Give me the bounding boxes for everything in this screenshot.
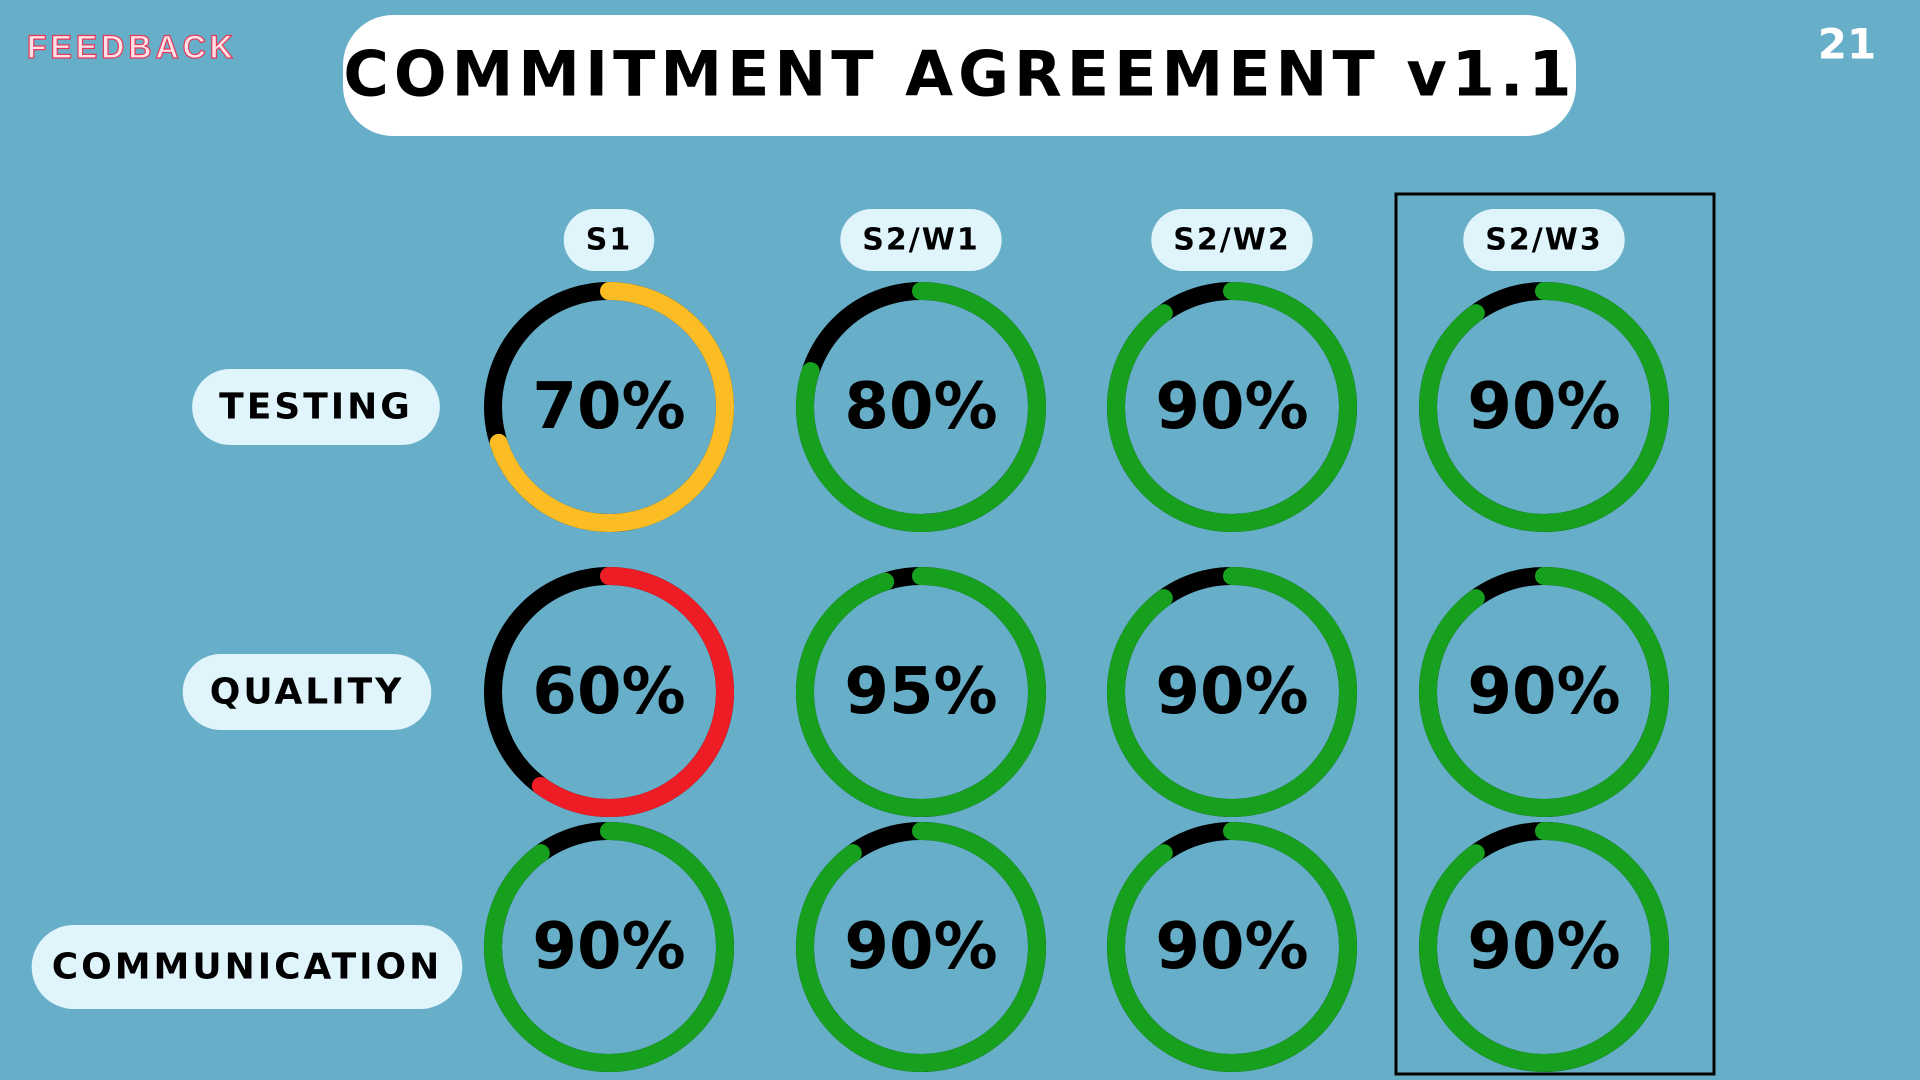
row-label-pill (182, 654, 432, 730)
column-label: S2/W2 (1173, 223, 1290, 258)
column-label-pill (840, 209, 1002, 271)
row-label: QUALITY (210, 672, 405, 713)
donut-arc (1419, 822, 1669, 1072)
title-box (343, 15, 1576, 136)
column-label: S2/W1 (862, 223, 979, 258)
row-label: TESTING (219, 387, 413, 428)
value-label: 90% (844, 910, 997, 984)
value-label: 90% (1155, 655, 1308, 729)
chart-title: COMMITMENT AGREEMENT v1.1 (343, 38, 1576, 111)
donut-arc (796, 567, 1046, 817)
donut-arc (1107, 282, 1357, 532)
column-label-pill (1151, 209, 1313, 271)
row-label-pill (192, 369, 440, 445)
donut-arc (1107, 822, 1357, 1072)
value-label: 90% (1155, 370, 1308, 444)
row-label-pill (31, 925, 463, 1009)
value-label: 90% (1155, 910, 1308, 984)
value-label: 90% (1467, 370, 1620, 444)
value-label: 90% (1467, 910, 1620, 984)
value-label: 90% (532, 910, 685, 984)
donut-arc (1107, 567, 1357, 817)
column-label: S1 (586, 223, 632, 258)
donut-arc (1419, 282, 1669, 532)
column-label: S2/W3 (1485, 223, 1602, 258)
donut-arc (531, 567, 734, 817)
value-label: 70% (532, 370, 685, 444)
row-label: COMMUNICATION (52, 947, 443, 988)
column-label-pill (1463, 209, 1625, 271)
donut-arc (796, 822, 1046, 1072)
feedback-label: FEEDBACK (27, 29, 237, 65)
value-label: 95% (844, 655, 997, 729)
highlight-box (1394, 192, 1716, 1076)
donut-arc (484, 822, 734, 1072)
value-label: 80% (844, 370, 997, 444)
column-label-pill (563, 209, 655, 271)
donut-arc (796, 282, 1046, 532)
value-label: 90% (1467, 655, 1620, 729)
value-label: 60% (532, 655, 685, 729)
donut-arc (1419, 567, 1669, 817)
donut-arc (489, 282, 734, 532)
page-number: 21 (1818, 20, 1876, 69)
